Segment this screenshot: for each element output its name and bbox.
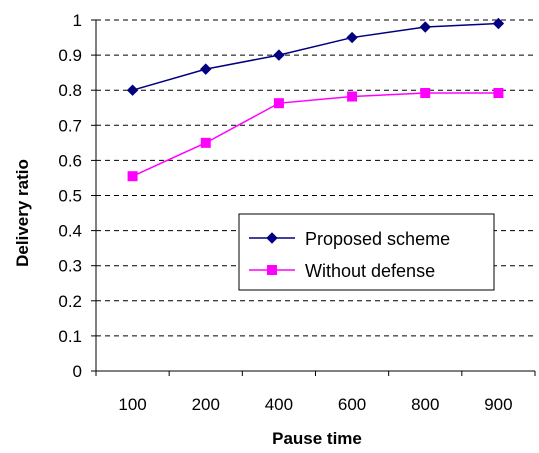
- y-tick-label: 0.9: [58, 46, 82, 65]
- y-tick-labels: 0 0.1 0.2 0.3 0.4 0.5 0.6 0.7 0.8 0.9 1: [58, 11, 82, 381]
- x-tick-label: 800: [411, 395, 439, 414]
- data-point: [273, 49, 285, 61]
- legend-box: [238, 213, 495, 291]
- series: [126, 17, 505, 182]
- legend-label: Without defense: [305, 261, 435, 281]
- y-tick-label: 0.8: [58, 81, 82, 100]
- axes: [91, 19, 536, 376]
- x-axis-title: Pause time: [272, 429, 362, 448]
- legend-marker: [267, 265, 277, 275]
- data-point: [126, 84, 139, 96]
- data-point: [273, 98, 284, 109]
- data-point: [493, 88, 504, 99]
- y-tick-label: 0.4: [58, 222, 82, 241]
- y-tick-label: 0.2: [58, 292, 82, 311]
- x-tick-label: 400: [265, 395, 293, 414]
- x-tick-label: 900: [484, 395, 512, 414]
- data-point: [200, 63, 212, 75]
- y-tick-label: 0.1: [58, 327, 82, 346]
- legend: Proposed scheme Without defense: [238, 213, 495, 291]
- y-tick-label: 0.3: [58, 257, 82, 276]
- data-point: [200, 137, 211, 148]
- legend-label: Proposed scheme: [305, 229, 450, 249]
- data-point: [492, 17, 505, 30]
- data-point: [419, 21, 431, 33]
- series-line: [132, 92, 499, 177]
- series-line: [132, 22, 499, 91]
- x-tick-label: 600: [338, 395, 366, 414]
- x-tick-label: 100: [118, 395, 146, 414]
- y-tick-label: 1: [73, 11, 82, 30]
- y-axis-title: Delivery ratio: [13, 159, 32, 267]
- y-tick-label: 0: [73, 362, 82, 381]
- y-tick-label: 0.6: [58, 151, 82, 170]
- x-tick-labels: 100 200 400 600 800 900: [118, 395, 512, 414]
- data-point: [420, 88, 431, 99]
- data-point: [347, 91, 358, 102]
- legend-marker: [266, 232, 278, 244]
- y-tick-label: 0.7: [58, 116, 82, 135]
- data-point: [127, 171, 138, 182]
- y-tick-label: 0.5: [58, 187, 82, 206]
- data-point: [346, 31, 358, 44]
- x-tick-label: 200: [192, 395, 220, 414]
